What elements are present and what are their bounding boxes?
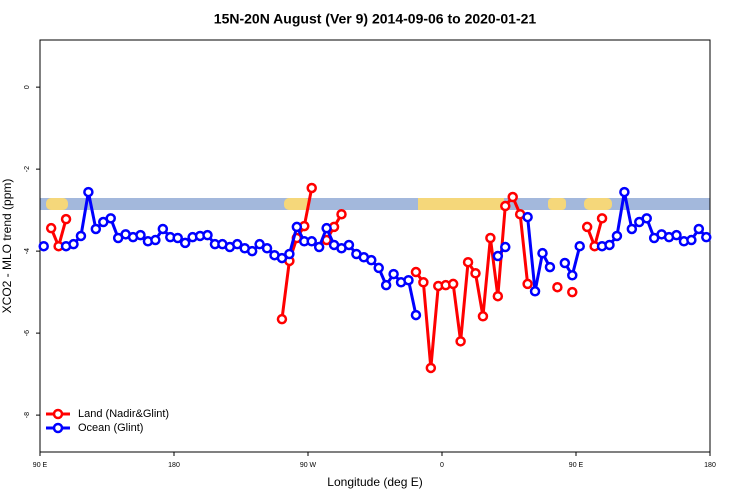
x-axis-label: Longitude (deg E) (327, 475, 422, 489)
data-point (626, 223, 638, 235)
x-tick-label: 180 (168, 462, 180, 469)
data-point (500, 241, 511, 253)
x-tick-label: 90 E (569, 462, 584, 469)
ocean-strip (40, 198, 710, 210)
data-point (485, 232, 496, 244)
data-point (537, 247, 548, 259)
data-point (321, 222, 332, 234)
data-point (373, 262, 384, 274)
land-patch (548, 198, 566, 210)
data-point (403, 274, 414, 286)
data-point (366, 254, 377, 266)
series-line (65, 191, 708, 316)
data-point (291, 221, 303, 233)
y-tick-label: 0 (24, 85, 31, 89)
data-point (447, 278, 459, 290)
data-point (559, 257, 571, 269)
legend-label: Ocean (Glint) (78, 422, 143, 434)
x-tick-label: 90 E (33, 462, 48, 469)
data-point (418, 277, 429, 288)
data-point (172, 232, 183, 244)
land-patch (418, 198, 504, 210)
data-point (641, 213, 652, 224)
data-point (75, 230, 87, 242)
data-point (313, 241, 325, 253)
data-point (686, 234, 697, 246)
data-point (276, 313, 288, 325)
data-point (693, 223, 705, 235)
data-point (522, 278, 533, 290)
data-point (261, 243, 273, 254)
data-point (462, 256, 474, 268)
data-point (254, 238, 265, 250)
legend-label: Land (Nadir&Glint) (78, 408, 169, 420)
chart-title: 15N-20N August (Ver 9) 2014-09-06 to 202… (214, 11, 537, 27)
legend-marker (52, 422, 64, 434)
data-point (604, 239, 615, 251)
y-tick-label: -4 (24, 248, 31, 254)
data-point (567, 286, 578, 298)
data-point (306, 182, 317, 194)
data-point (596, 213, 608, 224)
data-point (306, 236, 317, 247)
data-point (135, 229, 146, 241)
data-point (544, 261, 556, 273)
data-point (611, 230, 623, 242)
data-point (671, 229, 682, 241)
data-point (455, 336, 466, 347)
data-point (701, 231, 712, 243)
y-tick-label: -6 (24, 330, 31, 336)
data-point (380, 279, 392, 291)
data-point (45, 222, 57, 234)
data-point (150, 234, 161, 246)
data-point (105, 213, 116, 224)
data-point (492, 290, 504, 302)
data-point (284, 248, 295, 260)
data-point (388, 268, 399, 280)
data-point (179, 237, 191, 249)
data-point (470, 268, 481, 279)
data-point (477, 311, 489, 322)
y-tick-label: -2 (24, 166, 31, 172)
data-point (276, 252, 288, 264)
x-tick-label: 0 (440, 462, 444, 469)
data-point (619, 186, 630, 198)
land-patch (584, 198, 612, 210)
data-point (343, 239, 355, 251)
data-point (68, 238, 79, 250)
data-point (425, 362, 437, 374)
data-point (60, 213, 72, 225)
data-point (507, 191, 518, 203)
land-patch (46, 198, 68, 210)
data-point (410, 266, 422, 278)
data-point (83, 186, 94, 198)
data-point (529, 286, 541, 297)
data-point (232, 238, 243, 250)
y-tick-label: -8 (24, 412, 31, 418)
y-axis-label: XCO2 - MLO trend (ppm) (0, 179, 14, 314)
data-point (410, 309, 422, 321)
data-point (581, 221, 593, 233)
legend-marker (52, 408, 64, 420)
data-point (38, 240, 49, 252)
x-tick-label: 90 W (300, 462, 317, 469)
data-point (522, 211, 533, 223)
data-point (492, 250, 504, 262)
data-point (90, 223, 102, 235)
data-point (246, 245, 258, 257)
x-tick-label: 180 (704, 462, 716, 469)
data-point (202, 229, 213, 241)
data-point (157, 223, 169, 235)
data-point (574, 240, 585, 252)
data-point (500, 200, 511, 212)
data-point (552, 281, 563, 293)
data-point (336, 208, 347, 220)
data-point (567, 270, 578, 281)
land-patch (284, 198, 310, 210)
map-strip (40, 198, 710, 210)
